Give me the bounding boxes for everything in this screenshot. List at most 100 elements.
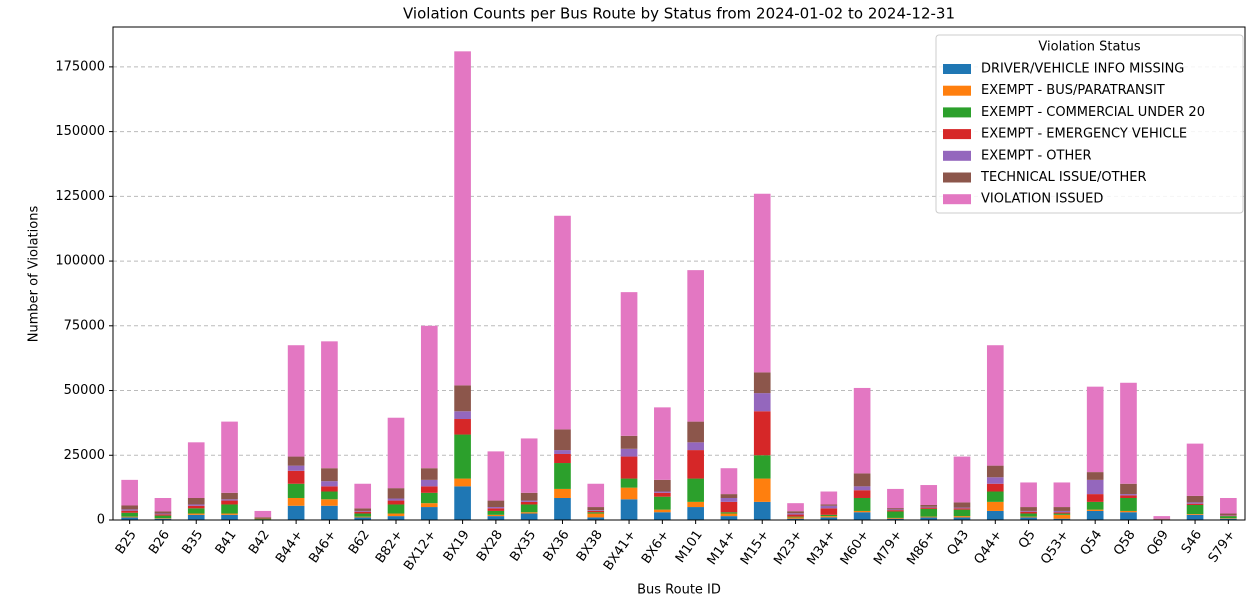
bar-segment — [1187, 515, 1204, 520]
bar-segment — [1220, 516, 1237, 517]
bar-segment — [1087, 511, 1104, 520]
bar-segment — [754, 502, 771, 520]
bar-segment — [121, 506, 138, 510]
x-tick-label: Q54 — [1078, 528, 1106, 559]
legend-label: DRIVER/VEHICLE INFO MISSING — [981, 62, 1184, 77]
x-tick-label: M14+ — [705, 528, 739, 568]
x-tick-label: M23+ — [771, 528, 805, 568]
bar-segment — [454, 479, 471, 487]
bar-segment — [288, 506, 305, 520]
bar-segment — [1087, 387, 1104, 472]
bar-segment — [1054, 511, 1071, 512]
bar-segment — [854, 388, 871, 473]
x-tick-label: M60+ — [838, 528, 872, 568]
x-tick-label: M86+ — [904, 528, 938, 568]
bar-segment — [654, 493, 671, 497]
bar-segment — [821, 506, 838, 509]
bar-segment — [354, 514, 371, 517]
bar-segment — [587, 514, 604, 518]
bar-segment — [887, 508, 904, 509]
bar-segment — [221, 422, 238, 493]
bar-segment — [121, 511, 138, 513]
x-tick-label: B82+ — [373, 528, 406, 566]
bar-segment — [155, 518, 172, 519]
bar-segment — [288, 471, 305, 484]
bar-segment — [754, 479, 771, 502]
legend-swatch — [943, 64, 971, 74]
bar-segment — [1054, 482, 1071, 507]
bar-segment — [488, 508, 505, 511]
legend-swatch — [943, 151, 971, 161]
bar-segment — [821, 504, 838, 505]
bar-segment — [554, 489, 571, 498]
bar-segment — [754, 372, 771, 393]
bar-segment — [554, 498, 571, 520]
bar-segment — [1054, 512, 1071, 513]
bar-segment — [255, 519, 272, 520]
bar-segment — [288, 457, 305, 466]
bar-segment — [721, 512, 738, 513]
bar-segment — [721, 514, 738, 517]
bar-segment — [1087, 480, 1104, 494]
bar-segment — [887, 511, 904, 517]
x-tick-label: S79+ — [1206, 528, 1239, 566]
bar-segment — [421, 326, 438, 468]
bar-segment — [188, 498, 205, 504]
legend-label: VIOLATION ISSUED — [981, 192, 1103, 207]
bar-segment — [721, 494, 738, 498]
bar-segment — [920, 508, 937, 509]
bar-segment — [687, 422, 704, 443]
bar-segment — [920, 505, 937, 507]
bar-segment — [987, 492, 1004, 502]
bar-segment — [488, 507, 505, 508]
bar-segment — [654, 492, 671, 493]
bar-segment — [388, 418, 405, 488]
bar-segment — [1120, 512, 1137, 520]
legend-label: EXEMPT - COMMERCIAL UNDER 20 — [981, 105, 1205, 120]
bar-segment — [554, 450, 571, 454]
bar-segment — [954, 516, 971, 517]
bar-segment — [521, 493, 538, 501]
x-tick-label: Q69 — [1144, 528, 1172, 559]
bar-segment — [821, 516, 838, 517]
legend-title: Violation Status — [1038, 40, 1140, 55]
x-tick-label: B62 — [346, 528, 373, 557]
bar-segment — [188, 504, 205, 505]
bar-segment — [1120, 498, 1137, 511]
bar-segment — [221, 504, 238, 513]
bar-segment — [1120, 383, 1137, 484]
bar-segment — [687, 442, 704, 450]
bar-segment — [255, 517, 272, 518]
bar-segment — [687, 270, 704, 421]
bar-segment — [587, 512, 604, 513]
bar-segment — [388, 516, 405, 520]
bar-segment — [221, 515, 238, 520]
bar-segment — [188, 442, 205, 498]
bar-segment — [421, 493, 438, 503]
x-tick-label: M79+ — [871, 528, 905, 568]
legend-label: EXEMPT - EMERGENCY VEHICLE — [981, 127, 1187, 142]
bar-segment — [787, 517, 804, 518]
bar-segment — [621, 499, 638, 520]
bar-segment — [621, 292, 638, 436]
bar-segment — [920, 517, 937, 518]
bar-segment — [388, 499, 405, 501]
bar-segment — [488, 511, 505, 515]
bar-segment — [920, 485, 937, 505]
x-tick-label: Q5 — [1016, 528, 1039, 552]
y-tick-label: 25000 — [64, 448, 105, 463]
bar-segment — [721, 468, 738, 494]
bar-segment — [121, 513, 138, 517]
bar-segment — [188, 515, 205, 520]
legend-label: TECHNICAL ISSUE/OTHER — [980, 170, 1147, 185]
bar-segment — [621, 457, 638, 479]
bar-segment — [488, 515, 505, 516]
chart-title: Violation Counts per Bus Route by Status… — [403, 5, 955, 23]
bar-segment — [754, 411, 771, 455]
bar-segment — [854, 498, 871, 511]
bar-segment — [155, 516, 172, 519]
bar-segment — [1187, 504, 1204, 505]
bar-segment — [1120, 495, 1137, 498]
y-tick-label: 175000 — [55, 59, 105, 74]
